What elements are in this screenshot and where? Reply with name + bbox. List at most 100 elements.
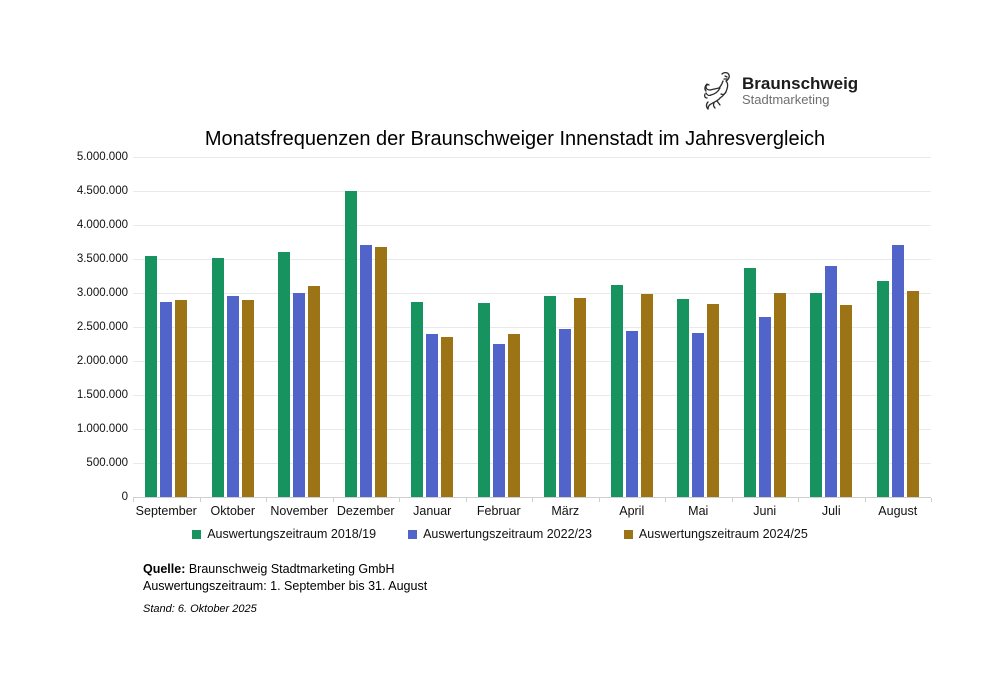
x-axis-category-label: November [270,504,329,518]
y-gridline [133,293,931,294]
bar-februar-2022-23 [492,344,505,497]
bar-april-2018-19 [610,284,623,497]
y-gridline [133,463,931,464]
x-axis-line [133,497,931,498]
x-axis-category-label: Juli [821,504,841,518]
legend-swatch-icon [623,529,633,539]
braunschweig-lion-icon [701,70,733,112]
bar-april-2022-23 [625,331,638,497]
logo-brand-text: Braunschweig [742,73,859,93]
source-label: Quelle: [143,562,186,576]
bar-dezember-2024-25 [374,246,387,497]
bar-märz-2022-23 [559,329,572,497]
x-axis-tick [798,498,799,502]
bar-september-2022-23 [160,301,173,497]
legend-label: Auswertungszeitraum 2022/23 [423,527,592,541]
bar-februar-2018-19 [477,302,490,497]
bar-juni-2024-25 [773,293,786,497]
source-text: Braunschweig Stadtmarketing GmbH [185,562,395,576]
braunschweig-stadtmarketing-logo: Braunschweig Stadtmarketing [701,70,858,112]
y-gridline [133,225,931,226]
y-axis-tick-label: 2.000.000 [76,354,128,367]
bar-juli-2022-23 [825,265,838,497]
bar-juni-2018-19 [743,267,756,497]
chart-title: Monatsfrequenzen der Braunschweiger Inne… [204,128,826,150]
x-axis-category-label: April [619,504,645,518]
bar-februar-2024-25 [507,333,520,497]
legend-item: Auswertungszeitraum 2024/25 [623,527,808,541]
bar-november-2024-25 [308,285,321,497]
x-axis-tick [731,498,733,502]
y-gridline [133,327,931,328]
x-axis-category-label: Oktober [210,504,255,518]
x-axis-category-label: Dezember [336,504,395,518]
y-axis-tick-label: 3.500.000 [76,252,128,265]
x-axis-tick [931,498,932,502]
bar-januar-2018-19 [411,301,424,497]
legend-label: Auswertungszeitraum 2024/25 [638,527,808,541]
legend-item: Auswertungszeitraum 2018/19 [192,527,376,541]
y-axis-tick-label: 5.000.000 [76,150,128,163]
x-axis-tick [665,498,666,502]
x-axis-category-label: Januar [413,504,452,518]
y-gridline [133,395,931,396]
period-line: Auswertungszeitraum: 1. September bis 31… [143,579,428,593]
chart-legend: Auswertungszeitraum 2018/19 Auswertungsze… [0,527,1000,541]
bar-märz-2024-25 [574,298,587,497]
x-axis-category-label: März [551,504,580,518]
legend-swatch-icon [408,529,418,539]
y-axis-tick-label: 1.500.000 [76,388,128,401]
x-axis-category-label: Juni [753,504,777,518]
x-axis-tick [864,498,866,502]
y-axis-tick-label: 500.000 [86,456,128,469]
x-axis-category-label: September [135,504,197,518]
y-axis-tick-label: 3.000.000 [76,286,128,299]
x-axis-tick [465,498,467,502]
y-axis-tick-label: 2.500.000 [76,320,128,333]
bar-dezember-2018-19 [344,191,357,497]
x-axis-tick [133,498,134,502]
legend-label: Auswertungszeitraum 2018/19 [207,527,377,541]
bar-mai-2024-25 [707,303,720,497]
legend-swatch-icon [192,529,202,539]
x-axis-tick [332,498,334,502]
x-axis-tick [598,498,600,502]
y-gridline [133,191,931,192]
bar-november-2018-19 [278,252,291,497]
x-axis-tick [266,498,267,502]
logo-subtitle-text: Stadtmarketing [742,92,830,108]
y-axis-tick-label: 0 [121,490,128,503]
bar-august-2024-25 [906,290,919,497]
x-axis-tick [199,498,201,502]
y-axis-tick-label: 4.500.000 [76,184,128,197]
bar-mai-2018-19 [677,299,690,497]
bar-oktober-2022-23 [226,296,239,497]
y-gridline [133,361,931,362]
y-axis-tick-label: 1.000.000 [76,422,128,435]
bar-oktober-2018-19 [211,257,224,497]
x-axis-category-label: Mai [688,504,709,518]
bar-dezember-2022-23 [359,245,372,497]
y-gridline [133,259,931,260]
bar-oktober-2024-25 [241,299,254,497]
bar-juli-2018-19 [810,293,823,497]
bar-august-2018-19 [876,281,889,497]
y-gridline [133,429,931,430]
bar-september-2024-25 [175,300,188,497]
y-gridline [133,157,931,158]
bar-juli-2024-25 [840,304,853,497]
bar-januar-2024-25 [441,337,454,497]
stand-date: Stand: 6. Oktober 2025 [143,603,257,615]
source-note: Quelle: Braunschweig Stadtmarketing GmbH… [143,561,427,595]
bar-mai-2022-23 [692,333,705,497]
bar-april-2024-25 [640,293,653,497]
bar-märz-2018-19 [544,295,557,497]
bar-september-2018-19 [145,255,158,497]
source-line: Quelle: Braunschweig Stadtmarketing GmbH [143,561,427,578]
bar-juni-2022-23 [758,317,771,497]
x-axis-tick [399,498,400,502]
x-axis-category-label: Februar [476,504,521,518]
bar-november-2022-23 [293,293,306,497]
x-axis-category-label: August [878,504,918,518]
